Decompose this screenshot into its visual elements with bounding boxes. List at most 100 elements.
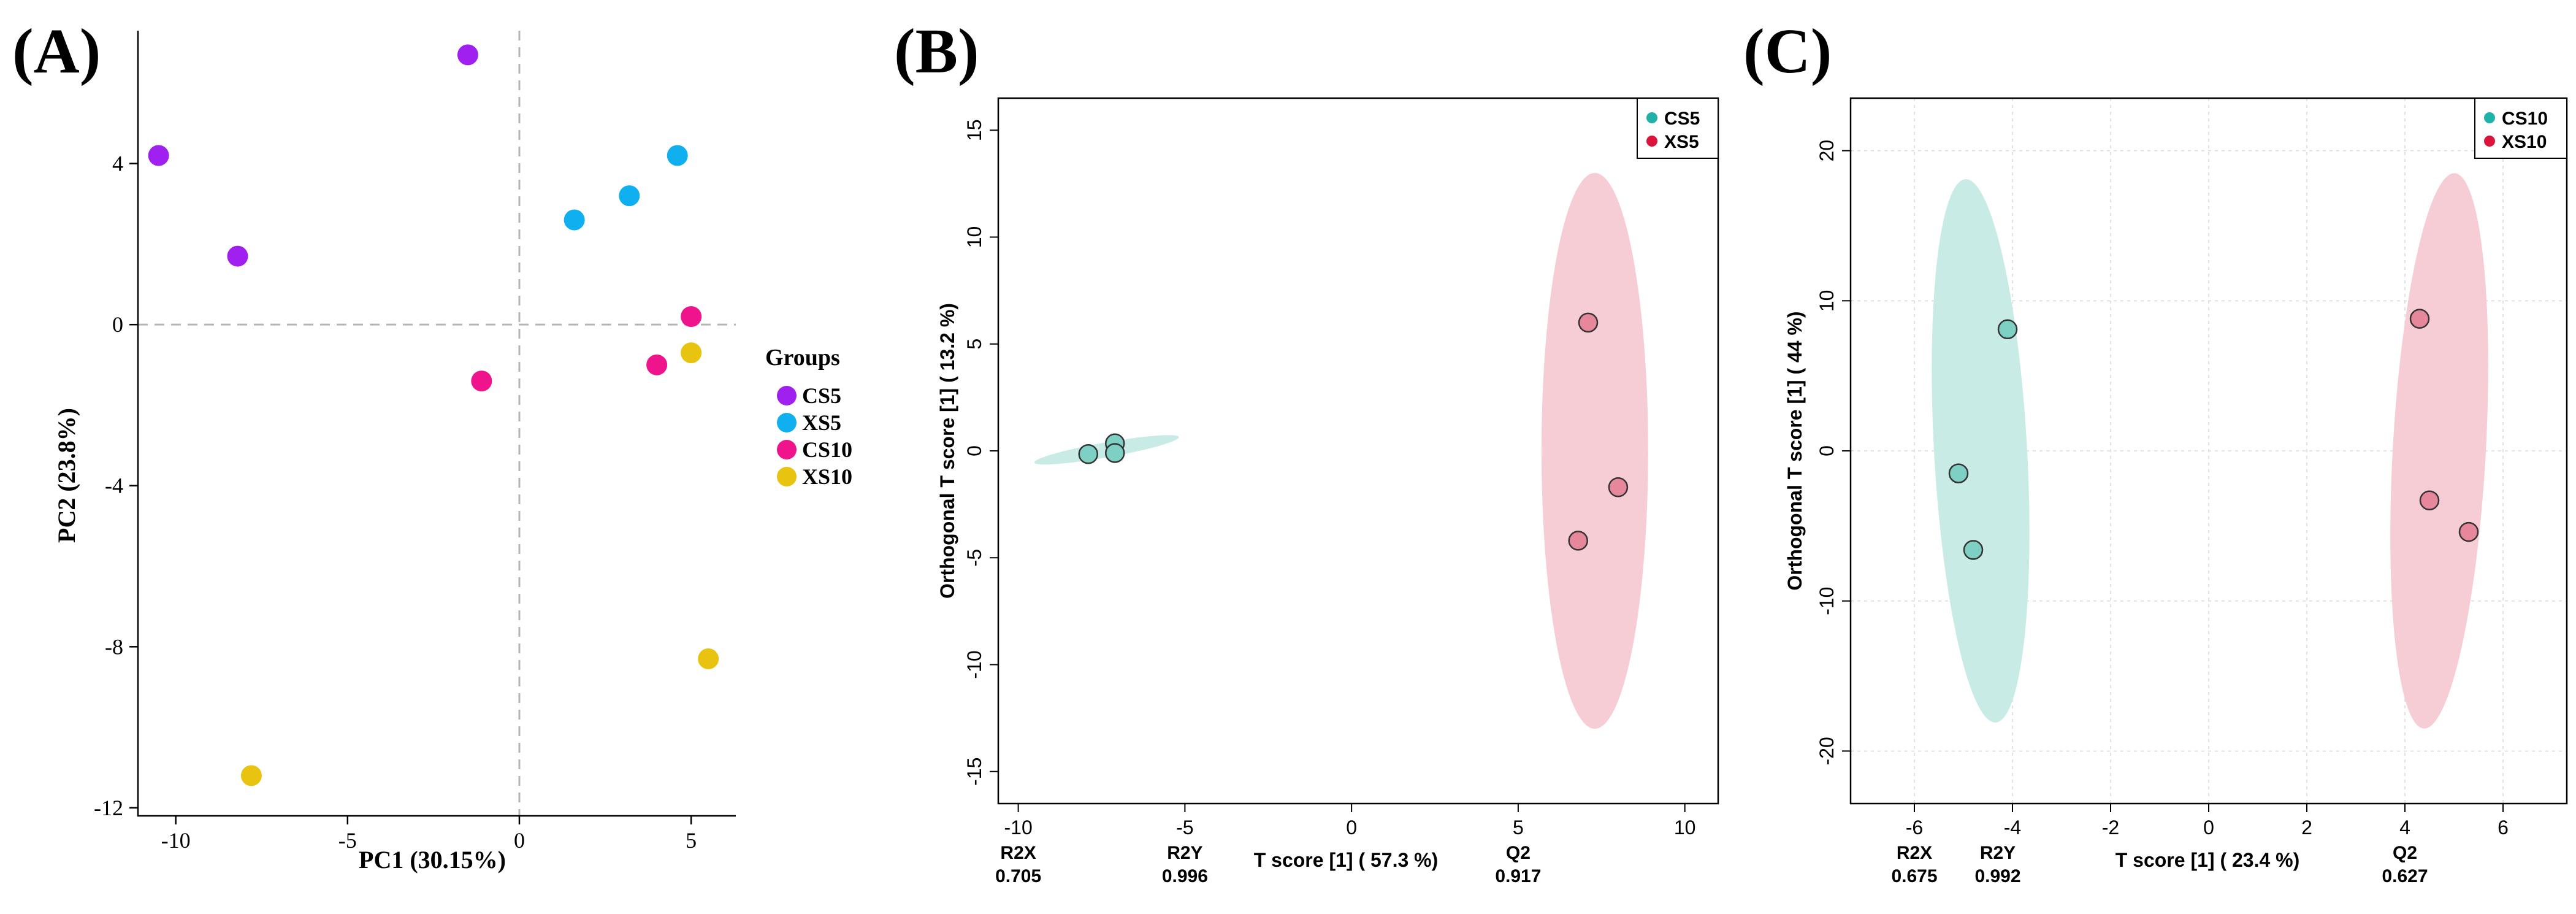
panel-a-x-tick-label: 0 — [514, 828, 525, 853]
panel-a: (A) -10 -5 0 5 -12 -8 -4 0 4 PC1 (30.15%) PC2 (… — [12, 16, 852, 874]
panel-c-point-xs10-1 — [2409, 309, 2430, 329]
panel-c-x-tick-label: 0 — [2203, 816, 2214, 839]
panel-c-y-tick-label: 0 — [1816, 445, 1838, 456]
panel-b-y-tick-label: -10 — [963, 650, 985, 678]
panel-b-stat-value-r2x: 0.705 — [995, 866, 1041, 886]
panel-c-legend-marker-cs10 — [2484, 112, 2495, 123]
panel-c-points — [1948, 309, 2479, 560]
panel-b-point-xs5-2 — [1608, 477, 1629, 497]
panel-c-legend-box — [2474, 98, 2567, 159]
panel-c-y-tick-label: 20 — [1816, 140, 1838, 162]
panel-c-x-tick-label: 2 — [2301, 816, 2312, 839]
panel-a-points — [148, 44, 719, 786]
panel-b-stat-label-q2: Q2 — [1506, 843, 1531, 863]
panel-c-y-ticks: -20 -10 0 10 20 — [1816, 140, 1851, 765]
panel-c-point-xs10-3 — [2458, 521, 2479, 542]
panel-b-stat-value-q2: 0.917 — [1495, 866, 1541, 886]
panel-c-model-stats: R2X 0.675 R2Y 0.992 Q2 0.627 — [1891, 843, 2428, 886]
panel-b-x-tick-label: -10 — [1004, 816, 1032, 839]
panel-a-point-cs5-3 — [457, 44, 478, 66]
panel-c-x-tick-label: -6 — [1906, 816, 1923, 839]
panel-a-point-cs5-1 — [148, 145, 169, 166]
panel-a-legend-label-cs5: CS5 — [802, 383, 841, 408]
panel-a-x-ticks: -10 -5 0 5 — [161, 816, 697, 853]
panel-b-stat-label-r2y: R2Y — [1167, 843, 1202, 863]
panel-a-legend-label-xs5: XS5 — [802, 410, 841, 435]
panel-b-x-tick-label: 5 — [1513, 816, 1524, 839]
panel-b-y-tick-label: 10 — [963, 226, 985, 248]
panel-c-legend-marker-xs10 — [2484, 136, 2495, 147]
panel-c-point-cs10-1 — [1997, 319, 2018, 340]
panel-b-legend-label-cs5: CS5 — [1664, 109, 1700, 129]
panel-c-x-tick-label: 4 — [2399, 816, 2410, 839]
panel-a-point-xs5-3 — [667, 145, 688, 166]
panel-a-point-cs10-3 — [681, 306, 702, 328]
panel-a-y-ticks: -12 -8 -4 0 4 — [94, 152, 138, 820]
panel-a-y-tick-label: 0 — [112, 312, 123, 337]
panel-b-model-stats: R2X 0.705 R2Y 0.996 Q2 0.917 — [995, 843, 1541, 886]
panel-a-point-cs10-2 — [646, 354, 668, 375]
panel-a-legend-label-xs10: XS10 — [802, 464, 852, 489]
panel-a-point-cs10-1 — [471, 371, 492, 392]
panel-b-x-tick-label: -5 — [1176, 816, 1193, 839]
panel-b-y-axis-title: Orthogonal T score [1] ( 13.2 %) — [936, 303, 958, 599]
panel-b-points — [1078, 312, 1629, 551]
panel-a-point-xs5-1 — [564, 209, 585, 231]
panel-b-stat-label-r2x: R2X — [1000, 843, 1036, 863]
panel-b-confidence-ellipses — [1034, 172, 1648, 729]
panel-a-x-axis-title: PC1 (30.15%) — [359, 846, 506, 874]
panel-a-axes — [137, 31, 736, 817]
panel-b-label: (B) — [894, 16, 979, 86]
panel-c-label: (C) — [1743, 16, 1832, 86]
panel-b-y-tick-label: -5 — [963, 549, 985, 566]
panel-c-x-tick-label: -4 — [2004, 816, 2021, 839]
panel-b-legend-marker-xs5 — [1646, 136, 1657, 147]
panel-c-point-xs10-2 — [2419, 490, 2440, 510]
panel-c-y-tick-label: -20 — [1816, 737, 1838, 765]
panel-b-y-tick-label: 15 — [963, 119, 985, 141]
panel-a-y-tick-label: 4 — [112, 152, 123, 176]
panel-c-stat-value-q2: 0.627 — [2382, 866, 2428, 886]
panel-c-x-tick-label: 6 — [2498, 816, 2509, 839]
panel-a-reference-lines — [138, 31, 736, 816]
panel-b-legend-label-xs5: XS5 — [1664, 132, 1699, 152]
panel-a-legend-marker-xs10 — [777, 467, 797, 486]
panel-b-y-tick-label: 5 — [963, 339, 985, 350]
panel-a-legend-marker-cs10 — [777, 440, 797, 459]
panel-a-point-xs10-3 — [698, 648, 719, 669]
panel-a-label: (A) — [12, 16, 101, 86]
panel-b-y-tick-label: -15 — [963, 758, 985, 786]
panel-b-y-tick-label: 0 — [963, 445, 985, 456]
panel-c-stat-label-r2x: R2X — [1897, 843, 1932, 863]
panel-c-grid — [1851, 98, 2567, 804]
panel-b-point-cs5-3 — [1104, 443, 1125, 463]
panel-c-ellipse-cs10 — [1932, 179, 2030, 723]
panel-a-point-cs5-2 — [227, 245, 248, 267]
panel-c-legend-label-cs10: CS10 — [2502, 109, 2548, 129]
panel-c-y-tick-label: -10 — [1816, 587, 1838, 615]
panel-a-x-tick-label: -5 — [338, 828, 357, 853]
panel-b-point-xs5-1 — [1578, 312, 1599, 333]
panel-c-stat-value-r2y: 0.992 — [1974, 866, 2020, 886]
panel-b-ellipse-xs5 — [1541, 172, 1648, 729]
panel-c-ellipse-xs10 — [2390, 173, 2488, 729]
panel-b-x-ticks: -10 -5 0 5 10 — [1004, 804, 1695, 839]
panel-b-x-axis-title: T score [1] ( 57.3 %) — [1254, 849, 1439, 871]
panel-a-y-axis-title: PC2 (23.8%) — [53, 408, 80, 543]
panel-c-y-tick-label: 10 — [1816, 290, 1838, 312]
panel-c-point-cs10-3 — [1963, 540, 1984, 560]
panel-c-stat-value-r2x: 0.675 — [1891, 866, 1937, 886]
panel-b-point-xs5-3 — [1568, 531, 1588, 551]
panel-c-point-cs10-2 — [1948, 463, 1969, 483]
panel-b-x-tick-label: 10 — [1674, 816, 1696, 839]
panel-b-point-cs5-1 — [1078, 444, 1098, 464]
panel-a-legend-title: Groups — [765, 345, 840, 371]
panel-a-y-tick-label: -4 — [105, 474, 123, 498]
panel-a-y-tick-label: -8 — [105, 634, 123, 659]
panel-b: (B) -10 -5 0 5 10 -15 -10 -5 0 5 10 15 T score [1]… — [894, 16, 1719, 886]
panel-c-legend: CS10 XS10 — [2474, 98, 2567, 159]
